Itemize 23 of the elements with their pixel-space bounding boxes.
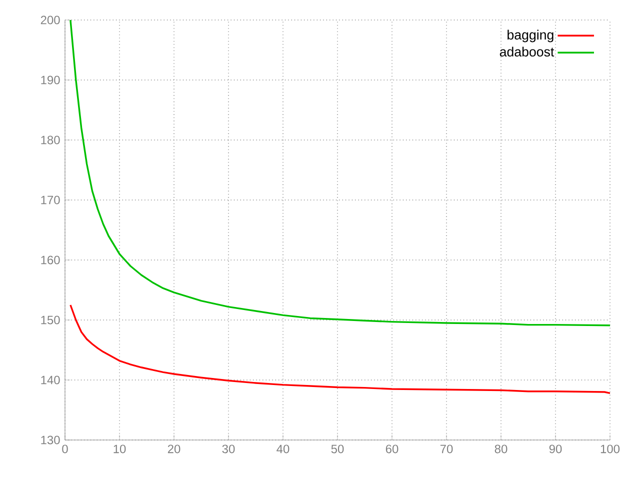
line-series <box>70 304 610 394</box>
y-tick-label: 160 <box>41 256 60 264</box>
y-tick-label: 200 <box>40 16 60 24</box>
x-tick-label: 100 <box>600 444 620 454</box>
x-tick-label: 90 <box>549 444 562 454</box>
line-series <box>70 20 610 326</box>
y-tick-label: 150 <box>41 316 60 324</box>
y-tick-label: 180 <box>41 136 60 144</box>
y-tick-label: 140 <box>41 376 60 384</box>
x-tick-label: 40 <box>276 444 290 454</box>
legend-label: adaboost <box>500 46 554 57</box>
x-tick-label: 50 <box>331 444 344 454</box>
x-tick-label: 30 <box>222 444 235 454</box>
x-tick-label: 10 <box>114 444 126 454</box>
legend-label: bagging <box>508 30 554 42</box>
y-tick-label: 130 <box>41 436 60 444</box>
x-tick-label: 80 <box>494 444 508 454</box>
x-tick-label: 0 <box>62 444 68 454</box>
y-tick-label: 170 <box>41 196 60 204</box>
x-tick-label: 20 <box>168 444 180 454</box>
x-tick-label: 60 <box>386 444 398 454</box>
y-tick-label: 190 <box>41 76 60 84</box>
x-tick-label: 70 <box>440 444 453 454</box>
